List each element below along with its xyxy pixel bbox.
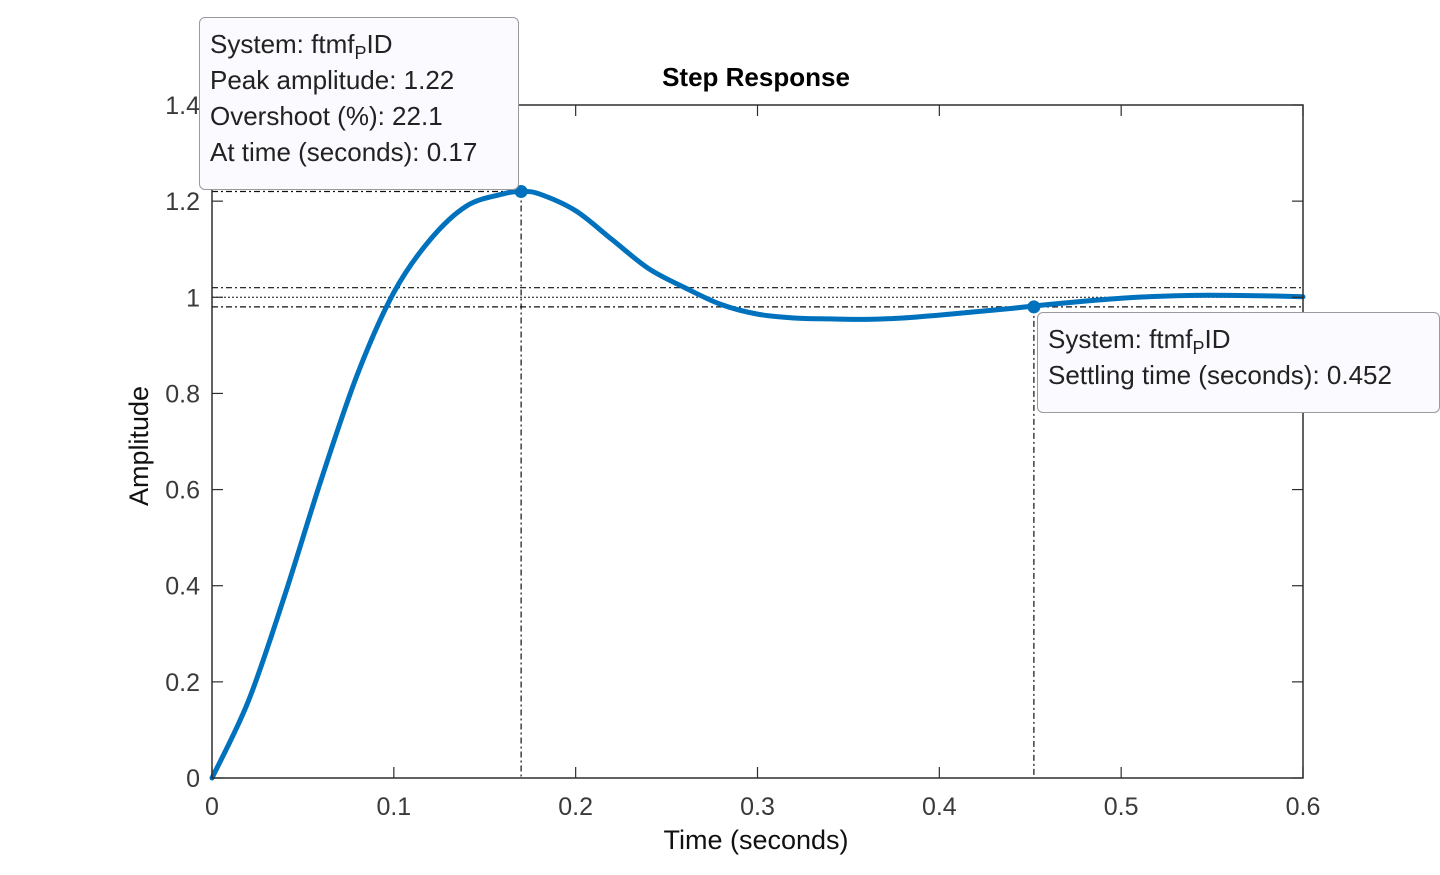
x-tick-label: 0.3 [740,793,775,821]
peak-amplitude-line: Peak amplitude: 1.22 [210,65,455,95]
peak-system-line: System: ftmfPID [210,29,393,63]
plot-area [212,105,1303,778]
data-point-marker[interactable] [1027,300,1041,314]
chart-title: Step Response [662,62,850,92]
x-tick-label: 0 [205,793,219,821]
peak-time-line: At time (seconds): 0.17 [210,137,478,167]
y-tick-label: 0.4 [165,573,200,601]
y-tick-label: 1.4 [165,92,200,120]
y-tick-label: 0.6 [165,477,200,505]
marker-layer [514,185,1041,314]
y-tick-label: 1 [186,284,200,312]
x-tick-label: 0.5 [1104,793,1139,821]
x-axis-label: Time (seconds) [663,825,848,855]
y-axis-label: Amplitude [124,386,154,506]
axis-ticks: 0 0.1 0.2 0.3 0.4 0.5 0.6 0 0.2 0.4 0.6 0.8 1 1.2 1.4 [165,92,1320,821]
x-tick-label: 0.1 [376,793,411,821]
peak-datatip[interactable]: System: ftmfPID Peak amplitude: 1.22 Ove… [199,17,519,190]
y-tick-label: 0.8 [165,380,200,408]
series-layer [209,188,1306,781]
settling-time-line: Settling time (seconds): 0.452 [1048,360,1392,390]
data-point-marker[interactable] [514,185,528,199]
x-tick-label: 0.2 [558,793,593,821]
overshoot-line: Overshoot (%): 22.1 [210,101,443,131]
y-tick-label: 0 [186,765,200,793]
settling-system-line: System: ftmfPID [1048,324,1231,358]
y-tick-label: 1.2 [165,188,200,216]
x-tick-label: 0.4 [922,793,957,821]
step-response-line [209,188,1306,781]
x-tick-label: 0.6 [1286,793,1321,821]
settling-datatip[interactable]: System: ftmfPID Settling time (seconds):… [1037,312,1440,413]
y-tick-label: 0.2 [165,669,200,697]
